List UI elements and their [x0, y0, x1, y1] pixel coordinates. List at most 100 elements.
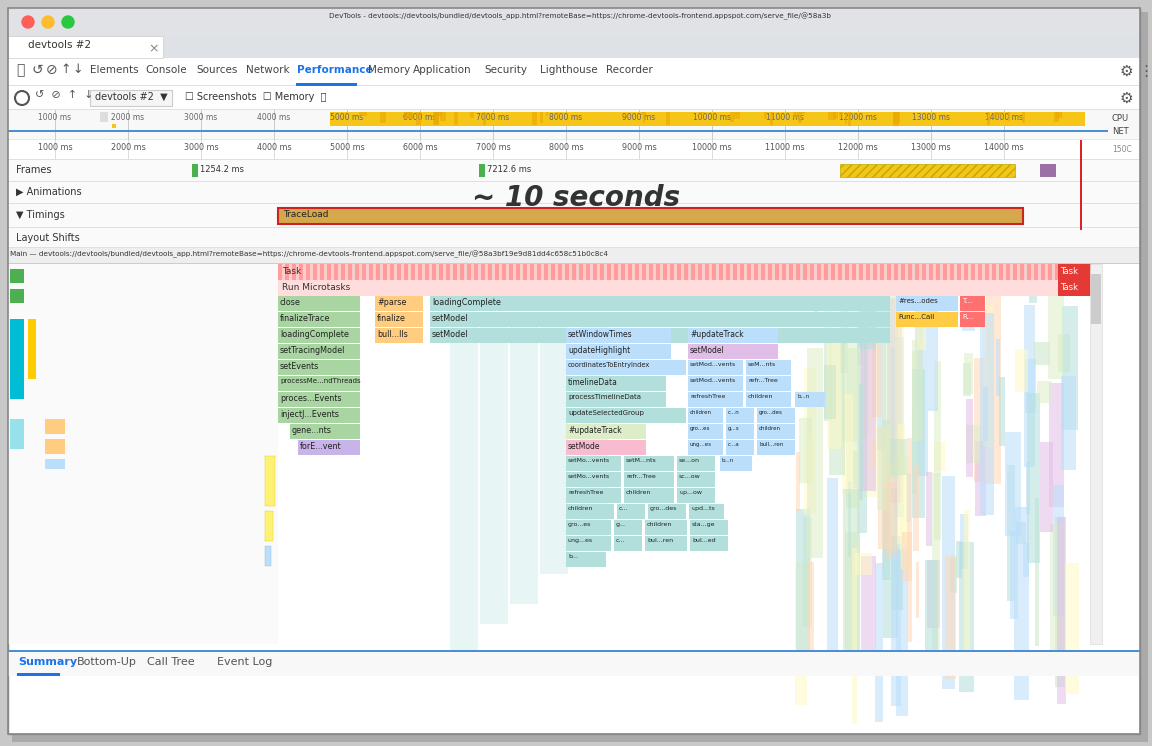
Bar [808, 348, 823, 558]
Bar [852, 264, 856, 280]
Bar [813, 294, 818, 318]
Bar [8, 85, 1140, 86]
Bar [864, 338, 877, 498]
Text: Summary: Summary [18, 657, 77, 667]
Bar [911, 351, 917, 494]
Text: Run Microtasks: Run Microtasks [282, 283, 350, 292]
Text: ▶ Animations: ▶ Animations [16, 187, 82, 197]
Bar [964, 510, 970, 660]
Bar [1006, 264, 1009, 280]
Bar [643, 112, 645, 122]
Text: c...: c... [616, 538, 626, 543]
Bar [624, 456, 674, 471]
Bar [544, 264, 547, 280]
Bar [1076, 264, 1079, 280]
Bar [929, 264, 932, 280]
Bar [296, 83, 357, 86]
Bar [1005, 431, 1021, 536]
Text: setMod...vents: setMod...vents [690, 378, 736, 383]
Bar [942, 476, 955, 689]
Bar [278, 360, 359, 375]
Bar [861, 556, 877, 654]
Text: setMo...vents: setMo...vents [568, 474, 611, 479]
Bar [566, 328, 670, 343]
Bar [278, 376, 359, 391]
Bar [949, 558, 957, 593]
Text: 5000 ms: 5000 ms [331, 113, 364, 122]
Bar [8, 228, 1140, 248]
Bar [359, 112, 366, 116]
Bar [828, 112, 835, 120]
Bar [645, 536, 687, 551]
Bar [348, 264, 351, 280]
Bar [965, 398, 973, 477]
Bar [892, 348, 896, 477]
Bar [712, 264, 715, 280]
Bar [540, 314, 568, 574]
Bar [532, 112, 537, 125]
Bar [915, 264, 918, 280]
Bar [502, 264, 506, 280]
Bar [734, 112, 741, 119]
Bar [912, 369, 925, 518]
Text: 6000 ms: 6000 ms [403, 143, 438, 152]
Bar [873, 264, 877, 280]
Bar [446, 264, 449, 280]
Bar [1053, 486, 1064, 616]
Bar [719, 264, 722, 280]
Bar [285, 264, 288, 280]
Text: setModel: setModel [432, 314, 469, 323]
Text: loadingComplete: loadingComplete [432, 298, 501, 307]
Bar [10, 319, 24, 399]
Bar [804, 368, 817, 515]
Bar [874, 562, 882, 722]
Bar [1090, 264, 1102, 644]
Bar [782, 264, 786, 280]
Bar [878, 427, 890, 548]
Bar [391, 264, 394, 280]
Bar [566, 472, 621, 487]
Bar [617, 504, 645, 519]
Bar [925, 560, 938, 655]
Circle shape [62, 16, 74, 28]
Text: 3000 ms: 3000 ms [183, 143, 219, 152]
Text: updateHighlight: updateHighlight [568, 346, 630, 355]
Text: children: children [759, 426, 781, 431]
Bar [757, 440, 795, 455]
Text: ↺: ↺ [32, 63, 44, 77]
Bar [382, 264, 387, 280]
Bar [530, 264, 533, 280]
Bar [866, 264, 870, 280]
Text: children: children [748, 394, 773, 399]
Bar [418, 264, 422, 280]
Bar [824, 264, 827, 280]
Text: forE...vent: forE...vent [300, 442, 342, 451]
Bar [872, 441, 876, 467]
Bar [688, 376, 743, 391]
Text: Event Log: Event Log [217, 657, 272, 667]
Bar [893, 112, 899, 126]
Text: Lighthouse: Lighthouse [540, 65, 598, 75]
Text: bull...lls: bull...lls [377, 330, 408, 339]
Bar [404, 264, 408, 280]
Bar [962, 295, 975, 331]
Bar [362, 264, 365, 280]
Text: 11000 ms: 11000 ms [765, 143, 805, 152]
Bar [846, 348, 861, 508]
Bar [540, 112, 543, 124]
Text: up...ow: up...ow [679, 490, 702, 495]
Bar [8, 36, 162, 58]
Bar [355, 264, 358, 280]
Bar [566, 392, 666, 407]
Bar [956, 541, 962, 578]
Bar [440, 112, 446, 121]
Bar [376, 296, 423, 311]
Text: Main — devtools://devtools/bundled/devtools_app.html?remoteBase=https://chrome-d: Main — devtools://devtools/bundled/devto… [10, 251, 608, 259]
Text: finalizeTrace: finalizeTrace [280, 314, 331, 323]
Bar [411, 264, 415, 280]
Bar [677, 264, 681, 280]
Bar [882, 488, 897, 638]
Bar [8, 110, 1140, 140]
Bar [628, 264, 631, 280]
Bar [960, 312, 985, 327]
